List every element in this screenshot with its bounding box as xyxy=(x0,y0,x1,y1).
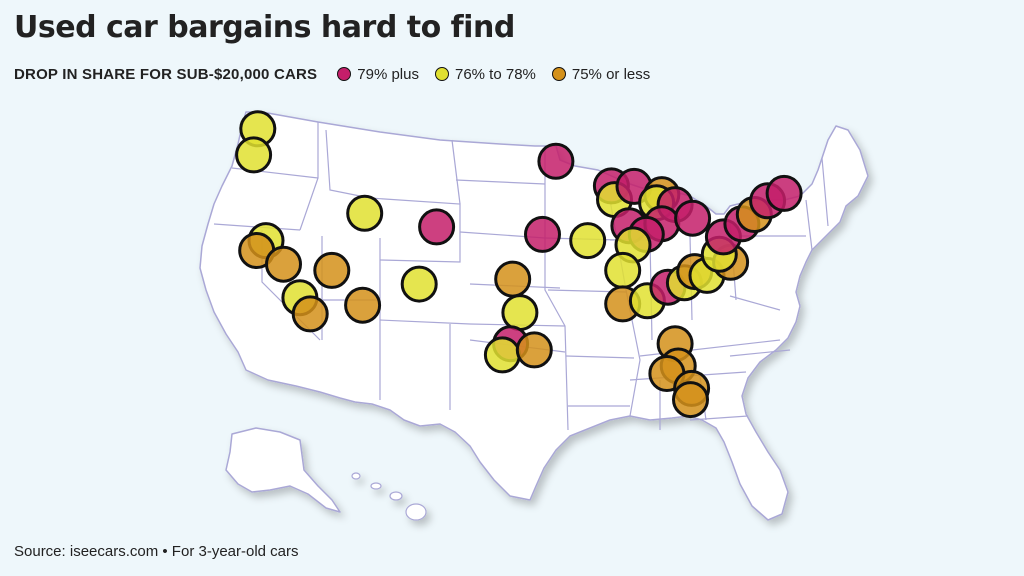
legend-item-low: 75% or less xyxy=(551,65,651,83)
marker-fresno xyxy=(265,245,302,283)
marker-miami xyxy=(672,381,709,419)
marker-houston xyxy=(515,331,553,369)
border-nc-sc xyxy=(729,349,791,357)
hawaii-big-island xyxy=(405,503,427,521)
marker-oklahoma-city xyxy=(494,260,532,298)
alaska-outline xyxy=(225,427,341,513)
markers xyxy=(235,110,803,419)
legend-label-mid: 76% to 78% xyxy=(454,65,536,83)
border-id-mt xyxy=(325,129,371,199)
border-mo-ar xyxy=(565,355,635,359)
marker-portland xyxy=(235,136,273,174)
marker-nashville xyxy=(604,251,642,289)
legend-item-mid: 76% to 78% xyxy=(434,65,536,83)
legend-swatch-high xyxy=(337,67,352,81)
hawaii-maui xyxy=(389,491,403,501)
marker-salt-lake-city xyxy=(346,194,384,232)
chart-subtitle: DROP IN SHARE FOR SUB-$20,000 CARS xyxy=(14,65,318,83)
border-co-nm xyxy=(379,319,471,325)
legend-label-low: 75% or less xyxy=(571,65,651,83)
marker-san-diego xyxy=(291,295,329,333)
marker-minneapolis xyxy=(537,142,575,180)
source-note: Source: iseecars.com • For 3-year-old ca… xyxy=(14,543,299,560)
border-new-england xyxy=(805,157,829,251)
page-title: Used car bargains hard to find xyxy=(14,10,515,45)
marker-albuquerque xyxy=(400,265,438,303)
legend-item-high: 79% plus xyxy=(337,66,419,83)
border-ga-fl xyxy=(689,415,749,421)
marker-dallas xyxy=(501,294,539,332)
border-nd-sd xyxy=(455,179,546,185)
hawaii-oahu xyxy=(370,482,382,490)
border-wy xyxy=(369,197,461,263)
marker-san-antonio xyxy=(483,336,521,374)
border-wa-id xyxy=(299,122,319,231)
marker-boston xyxy=(765,174,803,212)
legend: DROP IN SHARE FOR SUB-$20,000 CARS 79% p… xyxy=(14,64,650,84)
marker-las-vegas xyxy=(313,251,351,289)
border-wv-va xyxy=(729,295,781,311)
hawaii xyxy=(351,472,427,521)
border-mt-nd xyxy=(451,139,461,205)
marker-kansas-city xyxy=(524,215,561,253)
marker-st-louis xyxy=(569,222,607,260)
hawaii-kauai xyxy=(351,472,361,480)
legend-swatch-low xyxy=(551,67,566,81)
marker-pittsburgh xyxy=(674,199,712,237)
legend-swatch-mid xyxy=(434,67,449,81)
marker-denver xyxy=(418,208,456,246)
legend-label-high: 79% plus xyxy=(357,65,419,83)
marker-phoenix xyxy=(344,286,382,324)
